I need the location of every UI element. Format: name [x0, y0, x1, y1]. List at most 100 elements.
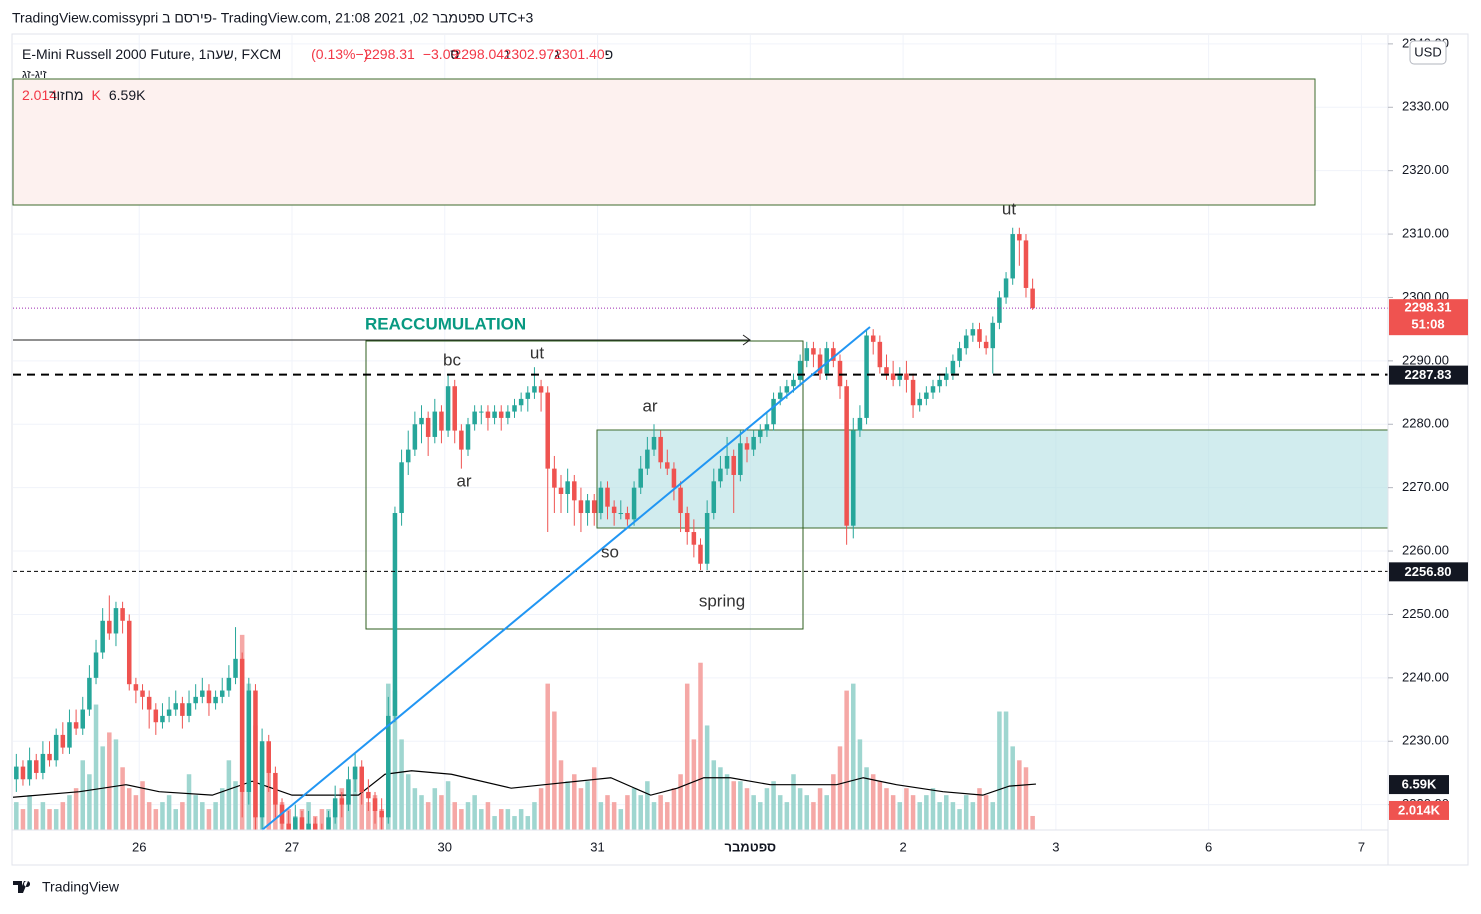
- candle-body: [479, 411, 484, 413]
- volume-bar: [193, 795, 198, 830]
- volume-bar: [226, 760, 232, 830]
- candle-body: [512, 405, 517, 412]
- candle-body: [857, 417, 863, 431]
- candle-body: [432, 411, 438, 437]
- volume-bar: [698, 662, 703, 830]
- y-tick-label: 2320.00: [1402, 162, 1449, 177]
- candle-body: [917, 398, 922, 406]
- volume-layer: [13, 634, 1036, 830]
- volume-bar: [837, 746, 843, 830]
- ohlc-label: ג: [554, 46, 560, 62]
- ohlc-value: 2302.97: [504, 46, 555, 62]
- candle-body: [591, 500, 597, 514]
- candle-body: [445, 386, 451, 431]
- volume-bar: [319, 809, 325, 830]
- candle-body: [326, 817, 331, 830]
- volume-bar: [638, 795, 643, 830]
- candle-body: [459, 430, 464, 450]
- candle-body: [352, 766, 358, 780]
- volume-bar: [14, 802, 19, 830]
- volume-bar: [359, 788, 364, 830]
- volume-bar: [33, 809, 39, 830]
- volume-bar: [864, 767, 869, 830]
- volume-bar: [505, 809, 511, 830]
- candle-body: [73, 722, 79, 729]
- range-box: [365, 340, 804, 630]
- volume-bar: [552, 711, 557, 830]
- symbol: E-Mini Russell 2000 Future, 1שעה, FXCM: [22, 46, 281, 62]
- candle-body: [598, 487, 604, 514]
- candle-body: [764, 424, 770, 431]
- candle-body: [824, 348, 829, 374]
- x-tick-label: 2: [899, 839, 906, 854]
- volume-bar: [631, 788, 637, 830]
- price-layer: [13, 227, 1388, 830]
- volume-bar: [777, 795, 783, 830]
- candle-body: [53, 734, 59, 761]
- candle-body: [877, 341, 883, 368]
- volume-bar: [432, 788, 438, 830]
- candle-body: [572, 481, 577, 501]
- candle-body: [14, 766, 19, 780]
- candle-body: [173, 703, 178, 710]
- volume-bar: [811, 802, 816, 830]
- volume-ma-value: 6.59K: [109, 87, 146, 103]
- volume-bar: [120, 767, 125, 830]
- volume-bar: [917, 802, 922, 830]
- volume-last-label: 2.014K: [1398, 802, 1441, 817]
- candle-body: [1023, 240, 1029, 288]
- level-box: [1389, 562, 1468, 582]
- candle-body: [312, 823, 318, 830]
- candle-body: [505, 411, 511, 418]
- x-tick-label: 6: [1205, 839, 1212, 854]
- candle-body: [306, 823, 311, 830]
- volume-bar: [578, 788, 584, 830]
- x-tick-label: 26: [132, 839, 146, 854]
- candle-body: [399, 462, 404, 514]
- candle-body: [273, 772, 278, 805]
- volume-bar: [146, 802, 152, 830]
- candle-body: [585, 500, 590, 514]
- candle-body: [777, 392, 783, 399]
- y-tick-label: 2310.00: [1402, 226, 1449, 241]
- candle-body: [890, 373, 896, 380]
- y-tick-label: 2240.00: [1402, 669, 1449, 684]
- candle-body: [678, 487, 683, 514]
- volume-bar: [1030, 815, 1035, 830]
- y-tick-label: 2260.00: [1402, 542, 1449, 557]
- y-tick-label: 2290.00: [1402, 352, 1449, 367]
- candle-body: [246, 690, 252, 792]
- candle-body: [299, 817, 305, 830]
- volume-bar: [870, 774, 876, 830]
- candle-body: [346, 779, 351, 805]
- volume-bar: [27, 795, 32, 830]
- volume-bar: [791, 774, 796, 830]
- candle-body: [253, 690, 258, 818]
- volume-bar: [645, 781, 650, 830]
- volume-bar: [173, 809, 178, 830]
- candle-body: [366, 791, 371, 799]
- currency-button[interactable]: [1409, 40, 1447, 65]
- candle-body: [425, 417, 431, 437]
- volume-bar: [897, 802, 903, 830]
- volume-bar: [180, 802, 185, 830]
- brand-logo: [13, 881, 31, 893]
- candle-body: [20, 766, 26, 780]
- volume-bar: [724, 774, 730, 830]
- candle-body: [851, 430, 856, 526]
- volume-name: מחזור: [49, 87, 83, 103]
- candle-body: [47, 753, 52, 761]
- candle-body: [811, 348, 816, 355]
- candle-body: [40, 753, 46, 773]
- candle-body: [645, 449, 650, 469]
- candle-body: [80, 709, 86, 729]
- x-tick-label: 30: [438, 839, 452, 854]
- y-tick-label: 2230.00: [1402, 733, 1449, 748]
- y-tick-label: 2330.00: [1402, 99, 1449, 114]
- volume-bar: [87, 774, 92, 830]
- currency[interactable]: USD: [1414, 44, 1441, 59]
- volume-bar: [731, 781, 736, 830]
- volume-bar: [558, 760, 564, 830]
- candle-body: [332, 798, 338, 818]
